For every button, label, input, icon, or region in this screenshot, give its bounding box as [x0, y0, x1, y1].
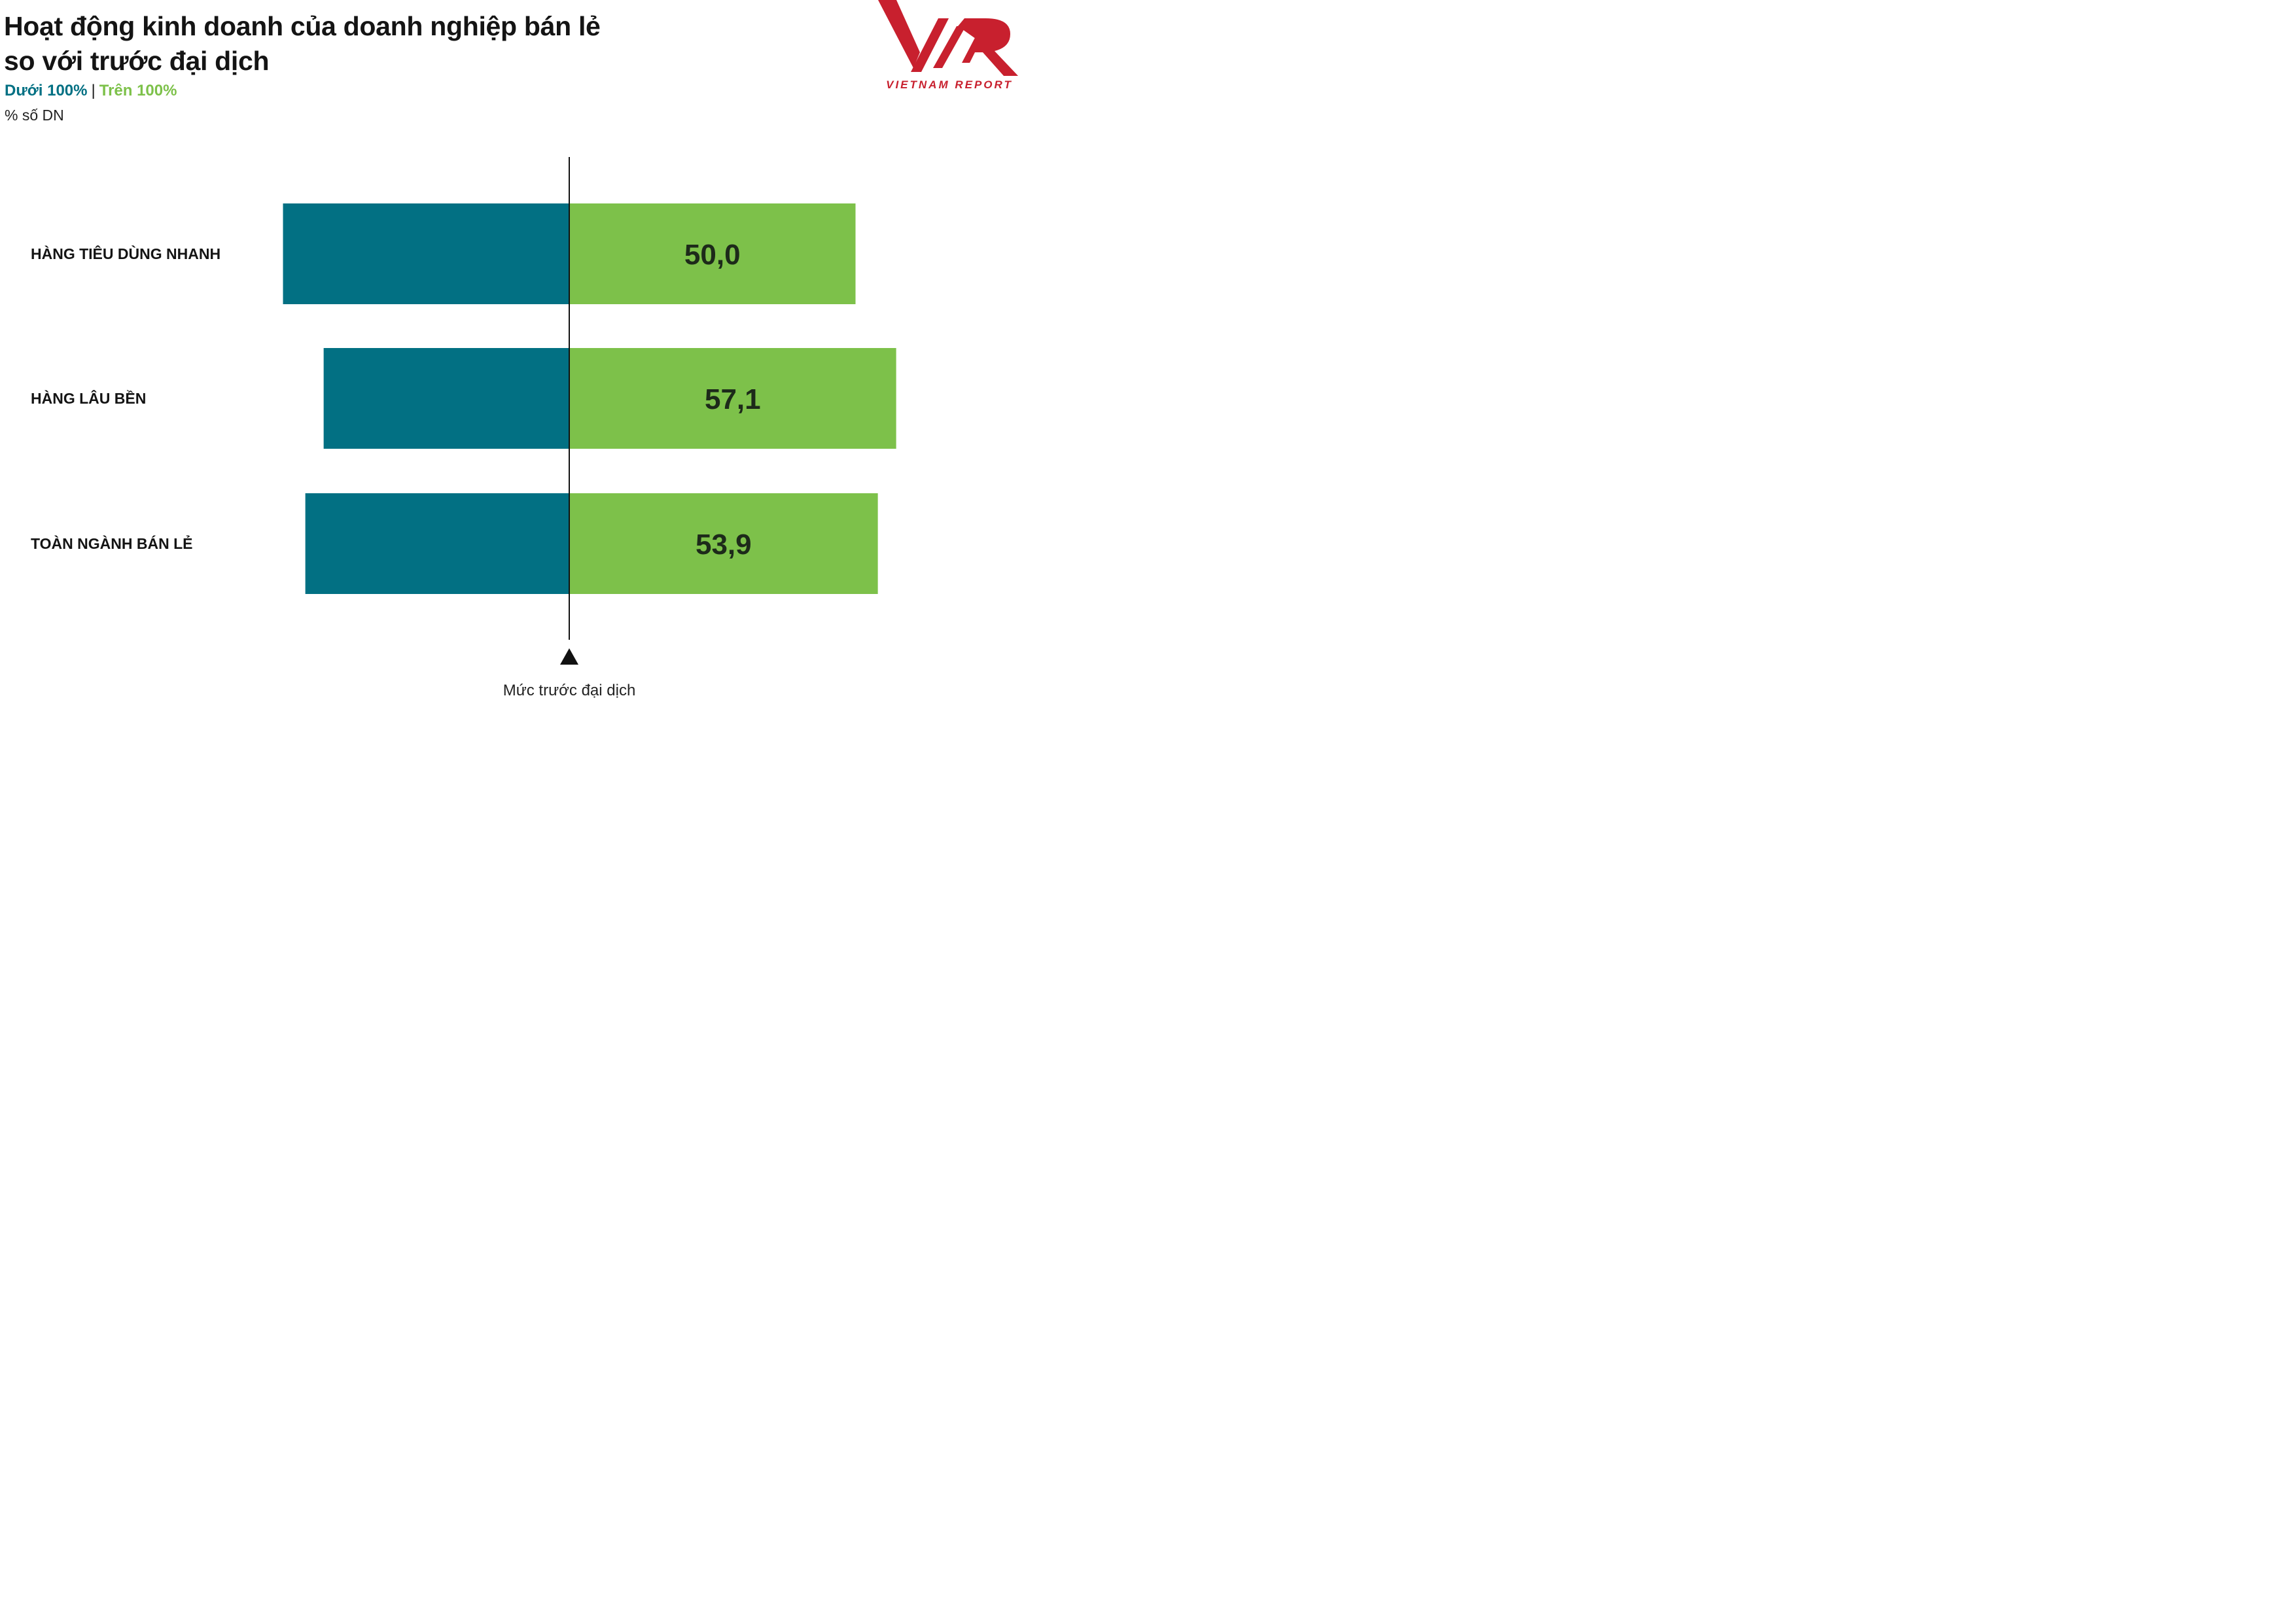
chart-title-line-2: so với trước đại dịch — [4, 46, 270, 76]
chart-title-line-1: Hoạt động kinh doanh của doanh nghiệp bá… — [4, 11, 601, 41]
diverging-bar-chart: HÀNG TIÊU DÙNG NHANH 50,0 HÀNG LÂU BỀN 57,1… — [31, 157, 896, 665]
vnr-logo-icon: VIETNAM REPORT — [878, 0, 1018, 91]
category-label-1: HÀNG LÂU BỀN — [31, 389, 146, 407]
bar-below-2 — [305, 493, 569, 594]
category-label-0: HÀNG TIÊU DÙNG NHANH — [31, 245, 221, 262]
bar-above-2 — [569, 493, 878, 594]
legend-separator: | — [91, 82, 96, 99]
logo-wordmark: VIETNAM REPORT — [886, 79, 1013, 91]
labels-layer: HÀNG TIÊU DÙNG NHANH 50,0 HÀNG LÂU BỀN 57,1… — [31, 239, 761, 561]
reference-line-label: Mức trước đại dịch — [503, 682, 636, 699]
bar-above-1 — [569, 348, 896, 449]
bar-above-0 — [569, 203, 856, 304]
legend-item-above: Trên 100% — [99, 82, 177, 99]
legend-item-below: Dưới 100% — [5, 82, 88, 99]
bars-layer — [283, 203, 896, 594]
legend: Dưới 100% | Trên 100% — [5, 80, 177, 101]
chart-title: Hoạt động kinh doanh của doanh nghiệp bá… — [4, 9, 601, 79]
bar-below-1 — [323, 348, 569, 449]
value-label-2: 53,9 — [696, 529, 752, 561]
category-label-2: TOÀN NGÀNH BÁN LẺ — [31, 534, 192, 552]
reference-marker-triangle-icon — [560, 648, 578, 665]
unit-label: % số DN — [5, 107, 64, 124]
bar-below-0 — [283, 203, 569, 304]
value-label-0: 50,0 — [684, 239, 741, 271]
value-label-1: 57,1 — [705, 383, 761, 415]
